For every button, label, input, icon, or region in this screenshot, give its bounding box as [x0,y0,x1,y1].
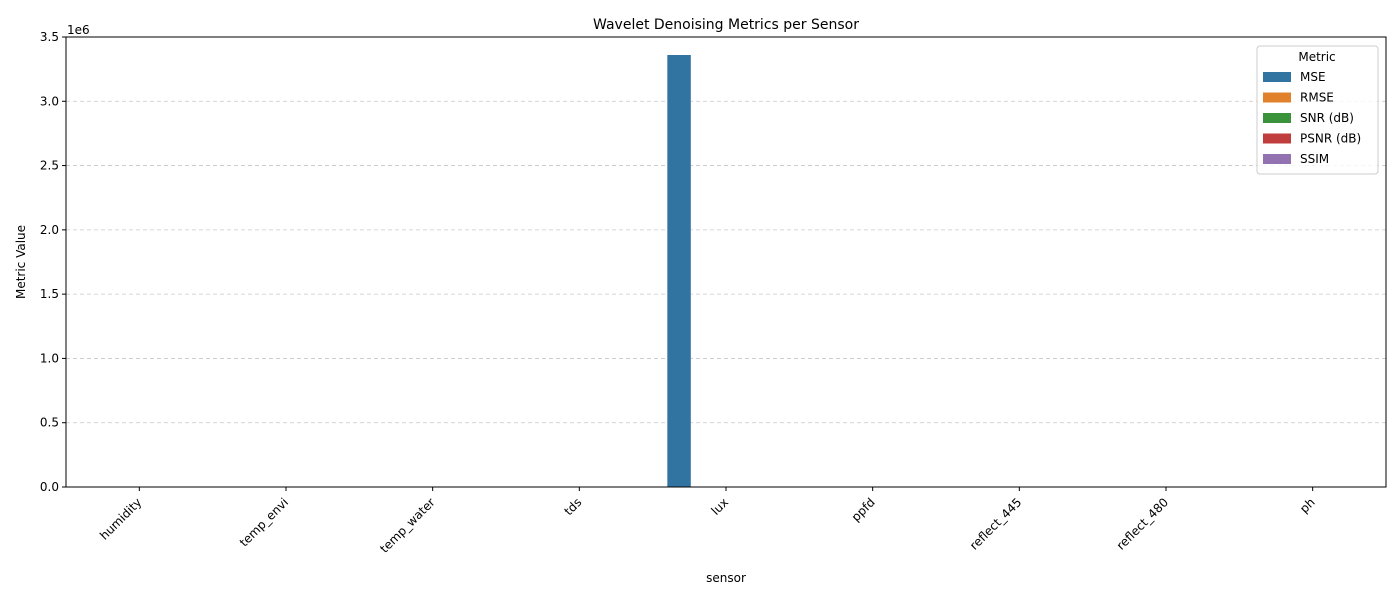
legend-swatch [1263,113,1291,123]
legend: Metric MSE RMSE SNR (dB) PSNR (dB) SSIM [1256,45,1379,175]
legend-label: SNR (dB) [1300,111,1354,125]
x-axis-ticks: humidity temp_envi temp_water tds lux ppfd ref… [97,487,1318,556]
x-tick-label: ppfd [849,495,878,524]
y-tick-label: 1.0 [40,351,59,365]
y-axis-ticks: 0.0 0.5 1.0 1.5 2.0 2.5 3.0 3.5 [40,30,66,494]
y-tick-label: 0.5 [40,416,59,430]
legend-items: MSE RMSE SNR (dB) PSNR (dB) SSIM [1263,70,1361,166]
y-tick-label: 2.0 [40,223,59,237]
y-tick-label: 2.5 [40,159,59,173]
x-tick-label: reflect_480 [1114,495,1171,552]
x-tick-label: temp_envi [237,495,291,549]
legend-title: Metric [1298,50,1335,64]
x-tick-label: ph [1297,495,1318,516]
y-tick-label: 1.5 [40,287,59,301]
chart-title: Wavelet Denoising Metrics per Sensor [593,17,859,33]
y-tick-label: 3.5 [40,30,59,44]
legend-swatch [1263,72,1291,82]
legend-label: SSIM [1300,152,1329,166]
plot-frame [65,36,1387,488]
legend-swatch [1263,133,1291,144]
x-tick-label: humidity [97,495,144,542]
y-axis-scale-label: 1e6 [67,23,90,37]
x-axis-title: sensor [706,571,746,585]
y-tick-label: 3.0 [40,94,59,108]
gridlines [66,36,1386,424]
legend-label: PSNR (dB) [1300,132,1361,146]
x-tick-label: temp_water [377,495,438,556]
y-axis-title: Metric Value [14,225,28,299]
x-tick-label: lux [708,495,731,518]
y-tick-label: 0.0 [40,480,59,494]
legend-label: MSE [1300,70,1326,84]
legend-swatch [1263,92,1291,103]
x-tick-label: reflect_445 [967,495,1024,552]
legend-swatch [1263,154,1291,164]
bars [667,55,691,487]
legend-label: RMSE [1300,91,1334,105]
bar-mse-lux [667,55,691,487]
x-tick-label: tds [561,495,584,518]
